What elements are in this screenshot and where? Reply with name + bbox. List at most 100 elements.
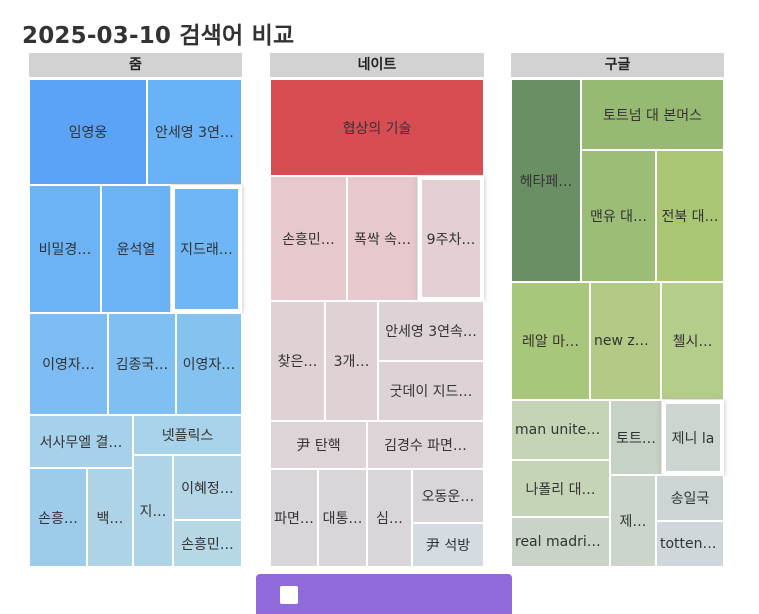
treemap-tile[interactable]: 이혜정… [173,455,242,520]
treemap-tile[interactable]: 9주차… [418,176,484,301]
treemap-tile[interactable]: 토트넘 대 본머스 [581,79,724,150]
treemap-tile[interactable]: new ze… [590,282,661,400]
tile-label: tottenh… [660,536,723,552]
treemap-tile[interactable]: 서사무엘 결… [29,415,133,468]
tile-label: 尹 탄핵 [296,438,341,454]
tile-label: 이혜정… [181,480,234,497]
tile-label: 레알 마… [521,334,580,350]
treemap-tile[interactable]: 맨유 대… [581,150,656,282]
tile-label: 윤석열 [116,242,156,258]
tile-label: 제… [619,514,647,530]
tile-label: 송일국 [670,491,710,507]
tile-label: 넷플릭스 [161,428,214,444]
tile-label: 나폴리 대… [525,481,596,498]
tile-label: 지… [139,504,167,520]
panel-header: 줌 [29,53,242,77]
panel-header: 구글 [511,53,724,77]
treemap-tile[interactable]: 찾은… [270,301,325,421]
treemap-tile[interactable]: 파면… [270,469,318,567]
tile-label: 손흥민… [181,536,234,553]
tile-label: 안세영 3연… [155,125,234,141]
tile-label: 헤타페… [519,173,573,190]
compare-button[interactable] [256,574,512,614]
tile-label: 오동운… [421,489,475,505]
tile-label: 이영자… [182,357,236,373]
tile-label: 안세영 3연속… [385,324,477,340]
treemap-tile[interactable]: 제… [610,475,656,567]
tile-label: real madrid… [515,534,609,550]
treemap-tile[interactable]: 김경수 파면… [367,421,484,469]
treemap-tile[interactable]: 비밀경… [29,185,101,313]
treemap-tile[interactable]: 尹 탄핵 [270,421,367,469]
treemap-tile[interactable]: 손흥민… [173,520,242,567]
treemap-tile[interactable]: 3개… [325,301,378,421]
treemap-tile[interactable]: 넷플릭스 [133,415,242,455]
tile-label: 첼시… [672,334,713,350]
tile-label: 협상의 기술 [342,120,412,137]
tile-label: 찾은… [277,354,318,370]
treemap-tile[interactable]: 굿데이 지드… [378,361,484,421]
treemap-tile[interactable]: 토트… [610,400,662,475]
tile-label: 토트… [616,430,656,447]
tile-label: new ze… [594,333,658,349]
tile-label: 토트넘 대 본머스 [602,107,703,124]
treemap-tile[interactable]: 첼시… [661,282,724,400]
treemap-tile[interactable]: tottenh… [656,521,724,567]
treemap-tile[interactable]: 헤타페… [511,79,581,282]
treemap-tile[interactable]: real madrid… [511,517,610,567]
tile-label: 이영자… [42,357,95,373]
treemap-tile[interactable]: 나폴리 대… [511,460,610,517]
treemap-tile[interactable]: 손흥… [29,468,87,567]
tile-label: 비밀경… [38,242,92,258]
tile-label: 손흥… [38,510,78,527]
treemap-tile[interactable]: 송일국 [656,475,724,521]
tile-label: 김종국… [115,357,169,373]
treemap-tile[interactable]: man united… [511,400,610,460]
tile-label: 대통… [322,511,363,527]
treemap-tile[interactable]: 백… [87,468,133,567]
treemap-tile[interactable]: 윤석열 [101,185,171,313]
tile-label: 서사무엘 결… [39,434,123,451]
treemap-tile[interactable]: 尹 석방 [412,523,484,567]
treemap-tile[interactable]: 김종국… [108,313,176,415]
tile-label: man united… [515,422,609,438]
tile-label: 김경수 파면… [384,438,467,454]
treemap-tile[interactable]: 대통… [318,469,367,567]
tile-label: 尹 석방 [425,538,471,554]
tile-label: 맨유 대… [589,209,648,225]
page-title: 2025-03-10 검색어 비교 [22,23,295,49]
tile-label: 손흥민… [282,231,335,248]
treemap-tile[interactable]: 레알 마… [511,282,590,400]
tile-label: 전북 대… [661,209,719,225]
tile-label: 굿데이 지드… [389,384,473,400]
treemap-tile[interactable]: 지… [133,455,173,567]
treemap-tile[interactable]: 심… [367,469,412,567]
tile-label: 파면… [274,511,314,527]
treemap-tile[interactable]: 이영자… [176,313,242,415]
treemap-tile[interactable]: 협상의 기술 [270,79,484,176]
tile-label: 심… [376,511,403,527]
tile-label: 제니 la [671,430,715,447]
treemap-tile[interactable]: 폭싹 속… [347,176,418,301]
tile-label: 폭싹 속… [353,231,412,248]
tile-label: 지드래… [180,242,233,258]
tile-label: 임영웅 [68,125,108,141]
treemap-tile[interactable]: 오동운… [412,469,484,523]
checkbox-icon [280,586,298,604]
treemap-tile[interactable]: 지드래… [171,185,242,313]
treemap-tile[interactable]: 전북 대… [656,150,724,282]
treemap-body: 임영웅 안세영 3연… 비밀경… 윤석열 지드래… 이영자… 김종국… 이영자… 서사무엘 결…… [29,79,242,567]
treemap-tile[interactable]: 안세영 3연… [147,79,242,185]
tile-label: 3개… [333,354,370,370]
treemap-tile[interactable]: 임영웅 [29,79,147,185]
treemap-tile[interactable]: 안세영 3연속… [378,301,484,361]
tile-label: 9주차… [426,231,476,248]
treemap-tile[interactable]: 손흥민… [270,176,347,301]
panel-header: 네이트 [270,53,484,77]
treemap-tile[interactable]: 제니 la [662,400,724,475]
treemap-tile[interactable]: 이영자… [29,313,108,415]
